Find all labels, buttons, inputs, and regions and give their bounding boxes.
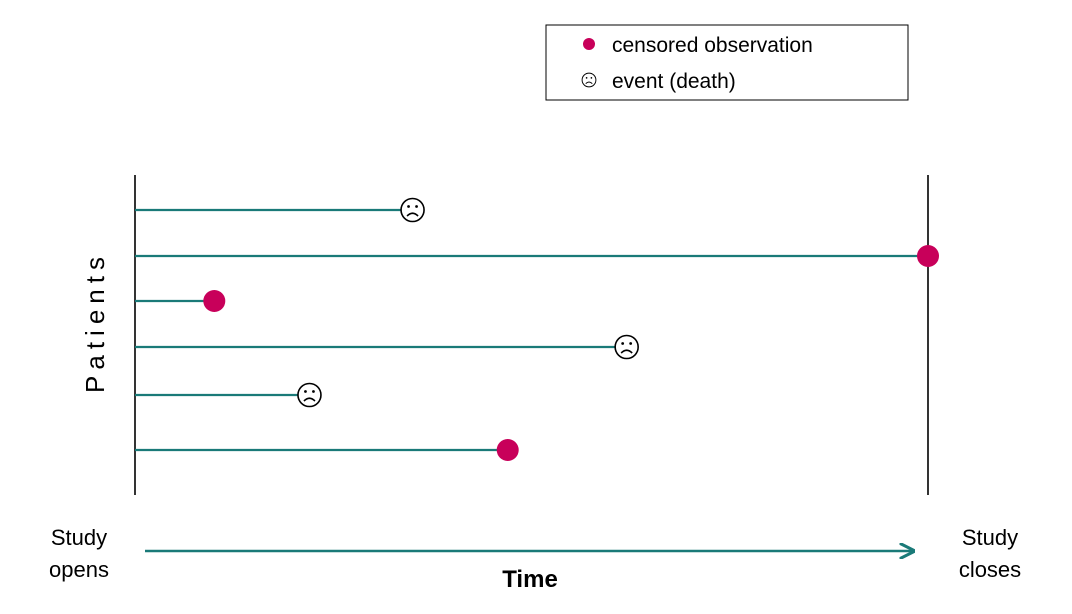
- study-closes-label-line2: closes: [959, 557, 1021, 582]
- legend-censored-label: censored observation: [612, 34, 813, 57]
- sad-face-event-icon: [614, 334, 639, 360]
- patient-row: [135, 197, 425, 223]
- sad-face-event-icon: [297, 382, 322, 408]
- censored-marker: [496, 439, 519, 461]
- censored-marker: [917, 245, 939, 267]
- study-closes-label-line1: Study: [962, 525, 1018, 550]
- legend-box: [545, 24, 909, 101]
- patient-row: [135, 290, 226, 312]
- patient-row: [135, 439, 519, 461]
- patient-row: [135, 245, 939, 267]
- time-axis-title: Time: [502, 566, 558, 593]
- sad-face-event-icon: [400, 197, 425, 223]
- censored-legend-icon: [583, 38, 595, 50]
- sad-face-legend-icon: [581, 72, 597, 88]
- censored-marker: [203, 290, 226, 312]
- patient-row: [135, 382, 322, 408]
- study-opens-label-line2: opens: [49, 557, 109, 582]
- y-axis-label: Patients: [80, 251, 110, 393]
- study-opens-label-line1: Study: [51, 525, 107, 550]
- legend-event-label: event (death): [612, 70, 736, 93]
- legend: censored observation event (death): [545, 24, 909, 101]
- patient-row: [135, 334, 639, 360]
- patient-timelines: [135, 197, 939, 461]
